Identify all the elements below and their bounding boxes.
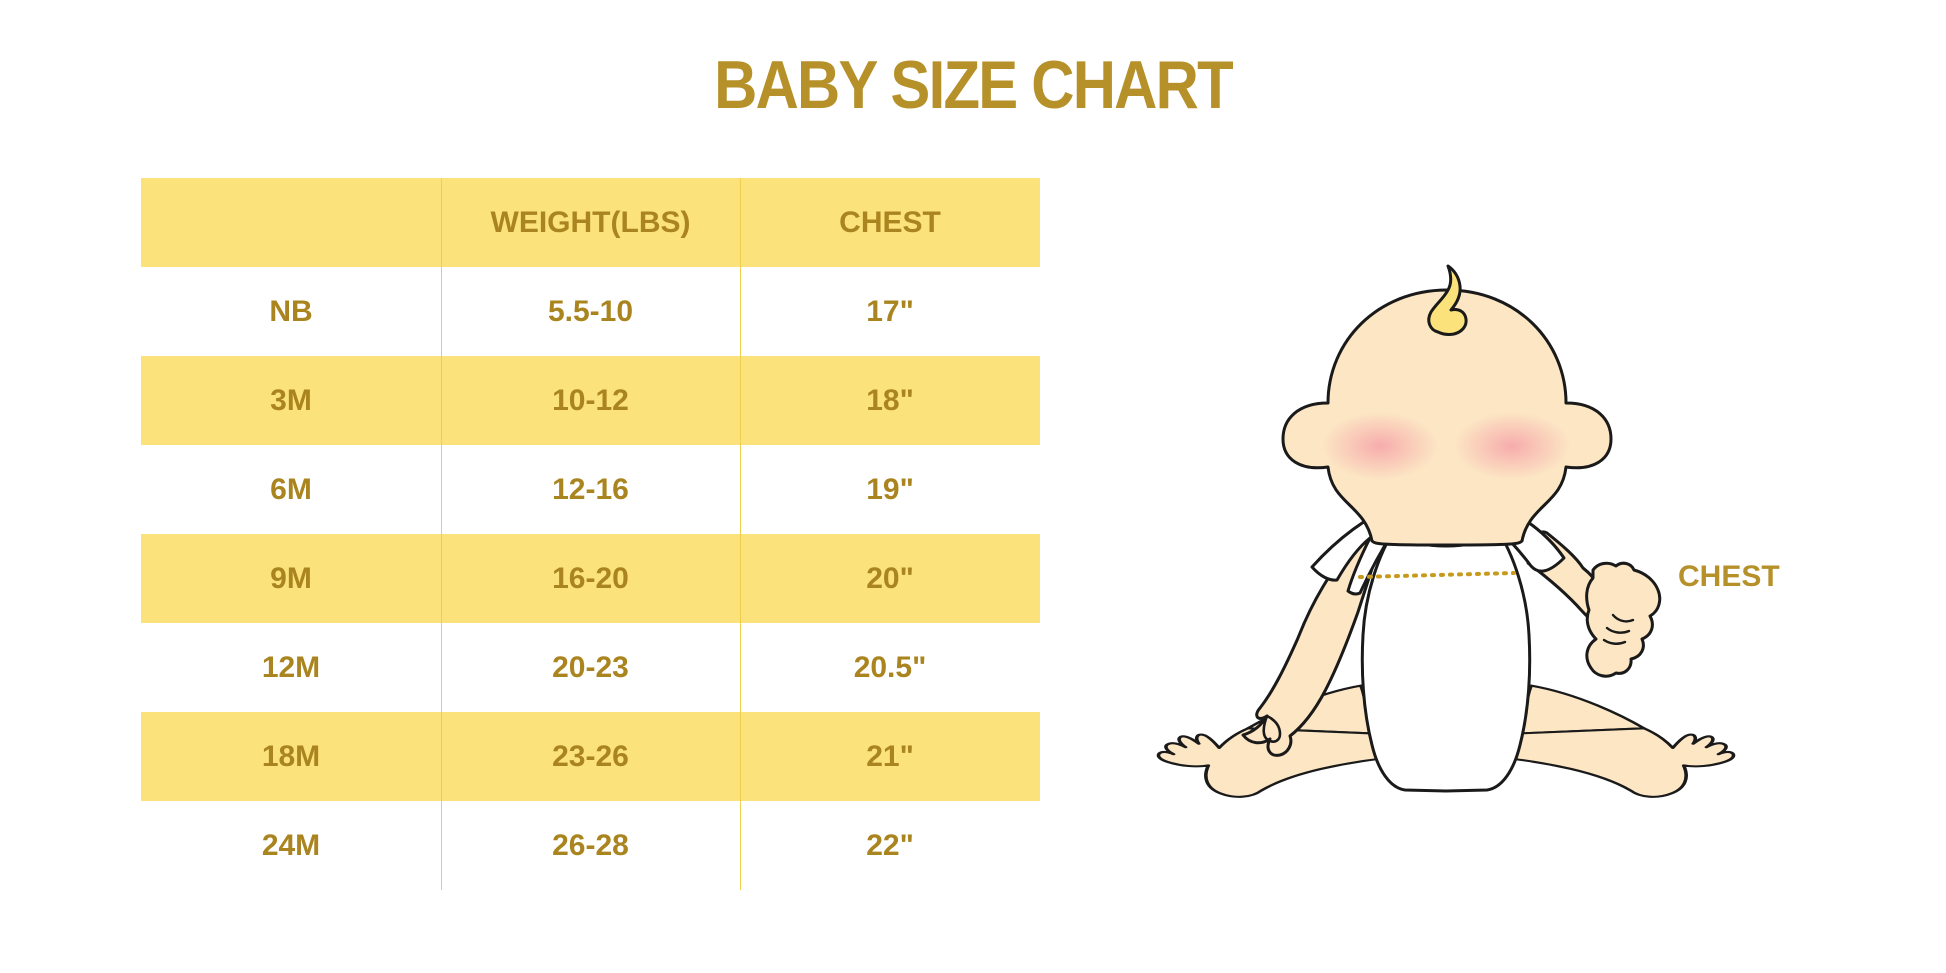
svg-text:CHEST: CHEST: [1678, 560, 1780, 593]
